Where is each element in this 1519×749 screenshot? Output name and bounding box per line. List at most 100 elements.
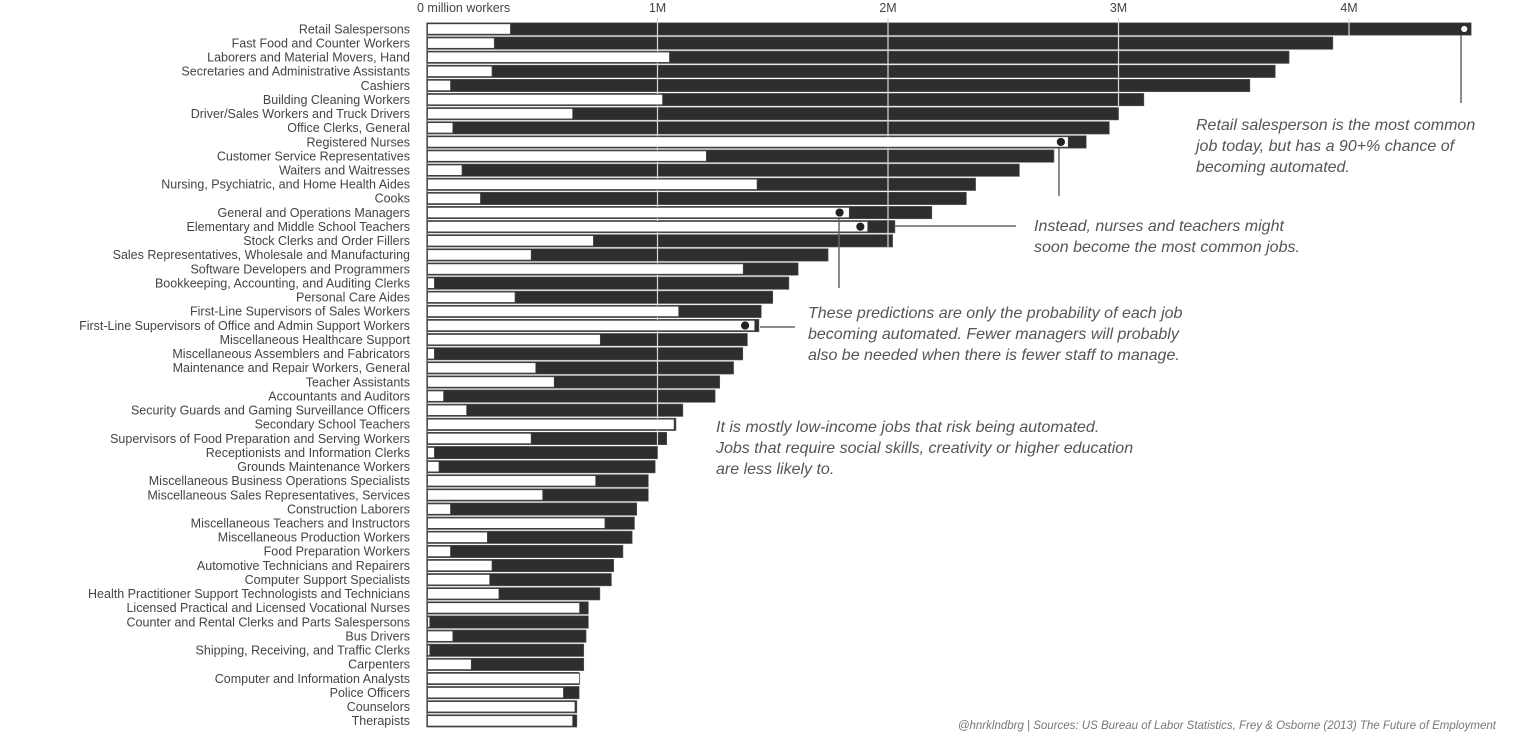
- bar-not-automated: [427, 23, 511, 35]
- category-label: Office Clerks, General: [287, 121, 410, 135]
- bar-not-automated: [427, 235, 594, 247]
- bar-total: [426, 615, 589, 629]
- bar-not-automated: [427, 588, 500, 600]
- category-label: Secondary School Teachers: [255, 418, 410, 432]
- bar-total: [426, 191, 967, 205]
- annotation-text: Jobs that require social skills, creativ…: [715, 440, 1133, 457]
- footer-source: @hnrklndbrg | Sources: US Bureau of Labo…: [958, 720, 1497, 732]
- category-label: First-Line Supervisors of Sales Workers: [190, 305, 410, 319]
- category-label: Maintenance and Repair Workers, General: [173, 361, 410, 375]
- category-label: Software Developers and Programmers: [190, 262, 410, 276]
- category-label: Miscellaneous Healthcare Support: [220, 333, 411, 347]
- x-tick-label: 3M: [1110, 1, 1127, 15]
- x-tick-label: 0 million workers: [417, 1, 510, 15]
- category-label: Health Practitioner Support Technologist…: [88, 587, 410, 601]
- bar-not-automated: [427, 122, 454, 134]
- bar-not-automated: [427, 687, 564, 699]
- bar-not-automated: [427, 446, 435, 459]
- x-tick-label: 4M: [1340, 1, 1357, 15]
- category-label: Food Preparation Workers: [264, 545, 410, 559]
- bar-not-automated: [427, 602, 581, 614]
- annotation-text: are less likely to.: [716, 461, 834, 478]
- bar-not-automated: [427, 432, 532, 445]
- bar-not-automated: [427, 136, 1069, 148]
- bar-total: [426, 389, 716, 403]
- category-label: Computer and Information Analysts: [215, 672, 410, 686]
- bar-not-automated: [427, 362, 537, 374]
- bar-total: [426, 347, 744, 361]
- bar-total: [426, 276, 790, 290]
- category-label: Miscellaneous Teachers and Instructors: [191, 517, 410, 531]
- category-label: Accountants and Auditors: [268, 389, 410, 403]
- bar-not-automated: [427, 65, 493, 77]
- data-marker: [1460, 24, 1469, 34]
- category-label: Miscellaneous Business Operations Specia…: [149, 474, 410, 488]
- category-label: Personal Care Aides: [296, 291, 410, 305]
- bar-total: [426, 163, 1020, 177]
- category-label: Construction Laborers: [287, 502, 410, 516]
- bar-not-automated: [427, 376, 555, 388]
- bar-not-automated: [427, 672, 581, 685]
- bar-not-automated: [427, 531, 488, 543]
- bar-not-automated: [427, 616, 431, 628]
- annotation-text: also be needed when there is fewer staff…: [808, 347, 1180, 364]
- bar-total: [426, 121, 1110, 135]
- category-label: Grounds Maintenance Workers: [237, 460, 410, 474]
- bar-not-automated: [427, 701, 576, 713]
- bar-not-automated: [427, 263, 744, 275]
- bar-not-automated: [427, 658, 472, 671]
- annotation-text: job today, but has a 90+% chance of: [1194, 138, 1456, 155]
- category-label: Miscellaneous Production Workers: [218, 531, 410, 545]
- category-label: Retail Salespersons: [299, 22, 410, 36]
- bar-not-automated: [427, 489, 544, 501]
- bar-not-automated: [427, 418, 675, 430]
- category-label: Elementary and Middle School Teachers: [186, 220, 410, 234]
- category-label: Automotive Technicians and Repairers: [197, 559, 410, 573]
- annotation-text: becoming automated.: [1196, 159, 1350, 176]
- category-label: Building Cleaning Workers: [263, 93, 410, 107]
- category-label: Nursing, Psychiatric, and Home Health Ai…: [161, 178, 410, 192]
- bar-not-automated: [427, 319, 756, 332]
- category-label: Computer Support Specialists: [245, 573, 410, 587]
- category-label: Police Officers: [330, 686, 410, 700]
- bar-not-automated: [427, 644, 431, 656]
- category-label: Licensed Practical and Licensed Vocation…: [126, 601, 410, 615]
- bar-not-automated: [427, 249, 532, 261]
- bar-not-automated: [427, 108, 574, 120]
- category-label: Fast Food and Counter Workers: [232, 36, 410, 50]
- bar-not-automated: [427, 390, 445, 402]
- bar-not-automated: [427, 545, 451, 558]
- category-label: Bus Drivers: [345, 629, 410, 643]
- data-marker: [856, 222, 865, 231]
- bar-not-automated: [427, 475, 597, 487]
- bar-total: [426, 502, 638, 516]
- category-label: General and Operations Managers: [218, 206, 410, 220]
- annotation-text: soon become the most common jobs.: [1034, 239, 1300, 256]
- x-tick-label: 2M: [879, 1, 896, 15]
- category-label: Driver/Sales Workers and Truck Drivers: [191, 107, 410, 121]
- bar-not-automated: [427, 79, 451, 92]
- x-tick-label: 1M: [649, 1, 666, 15]
- bar-not-automated: [427, 630, 454, 642]
- bar-not-automated: [427, 305, 680, 318]
- bar-total: [426, 36, 1334, 50]
- annotation-text: Retail salesperson is the most common: [1196, 117, 1475, 134]
- bar-not-automated: [427, 715, 574, 727]
- category-label: Waiters and Waitresses: [279, 164, 410, 178]
- category-label: First-Line Supervisors of Office and Adm…: [79, 319, 410, 333]
- category-label: Cashiers: [361, 79, 410, 93]
- category-label: Receptionists and Information Clerks: [206, 446, 410, 460]
- bar-total: [426, 643, 585, 657]
- data-marker: [1056, 137, 1065, 147]
- bar-not-automated: [427, 164, 463, 176]
- category-label: Counselors: [347, 700, 410, 714]
- annotation-text: Instead, nurses and teachers might: [1034, 218, 1284, 235]
- annotation-text: It is mostly low-income jobs that risk b…: [716, 419, 1099, 436]
- bar-not-automated: [427, 517, 606, 529]
- bar-not-automated: [427, 404, 468, 416]
- category-label: Sales Representatives, Wholesale and Man…: [113, 248, 410, 262]
- bar-not-automated: [427, 503, 451, 515]
- category-label: Teacher Assistants: [306, 375, 410, 389]
- bar-total: [426, 544, 624, 558]
